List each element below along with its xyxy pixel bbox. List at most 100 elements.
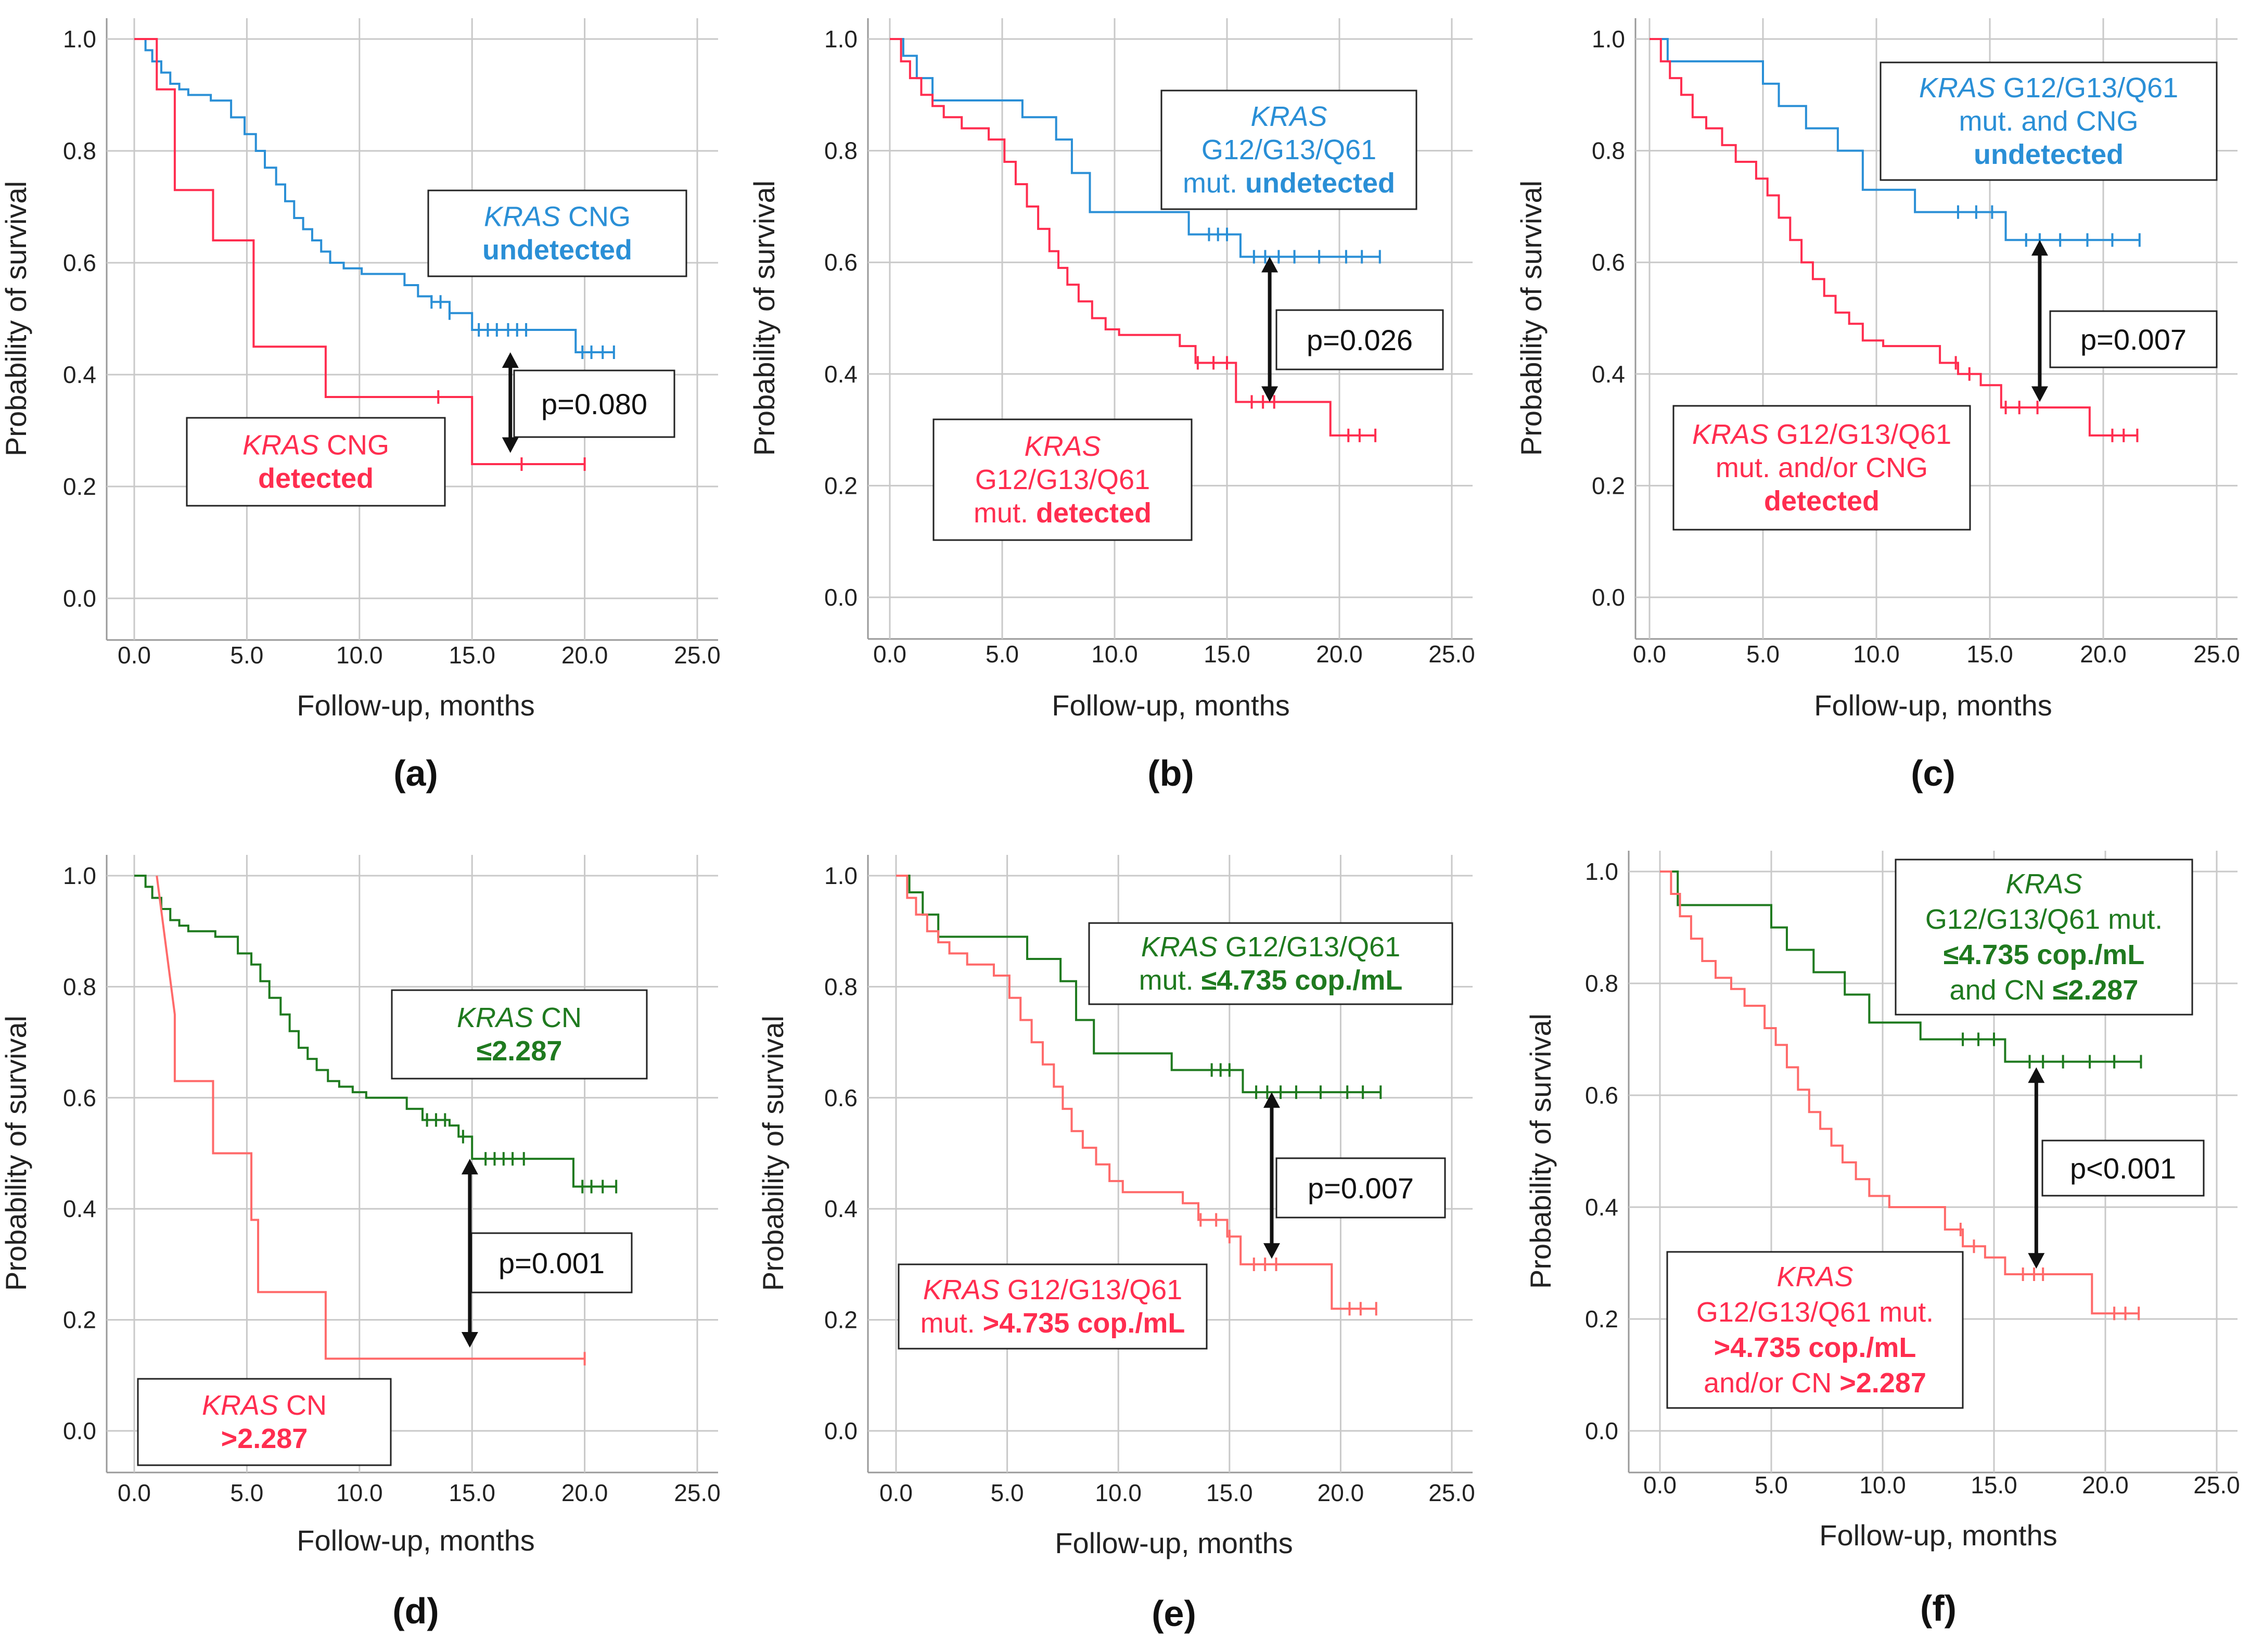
legend-text-line: mut. undetected — [1183, 168, 1395, 199]
legend-box — [427, 189, 687, 277]
y-tick-label: 0.4 — [63, 361, 96, 388]
p-value-box — [1275, 309, 1444, 370]
y-tick-label: 0.8 — [63, 137, 96, 164]
x-tick-label: 0.0 — [873, 641, 906, 668]
y-tick-label: 0.4 — [1585, 1194, 1618, 1221]
legend-text-run: ≤2.287 — [477, 1035, 562, 1067]
legend-text-line: KRAS — [1024, 431, 1101, 462]
panel-b: 0.0 5.0 10.0 15.0 20.0 25.0 0.0 0.2 0.4 0.6 0.8 1.0… — [748, 18, 1475, 793]
x-axis-title: Follow-up, months — [1052, 689, 1290, 722]
legend-text-run: mut. and/or CNG — [1716, 452, 1928, 483]
legend-text-run: >4.735 cop./mL — [1714, 1332, 1916, 1363]
legend-text-line: and CN ≤2.287 — [1950, 975, 2139, 1006]
legend-text-run: KRAS — [1250, 101, 1327, 132]
diff-arrow-head-down — [2028, 1253, 2045, 1269]
legend-box — [186, 417, 446, 507]
legend-text-run: KRAS — [1919, 72, 1996, 104]
km-curve-1 — [134, 38, 614, 353]
y-axis-title: Probability of survival — [0, 1016, 32, 1291]
diff-arrow-head-down — [2031, 386, 2048, 402]
p-value-text: p=0.026 — [1307, 324, 1413, 356]
y-tick-label: 0.2 — [1592, 472, 1625, 499]
p-value-text: p=0.080 — [541, 388, 647, 420]
legend-text-run: undetected — [1245, 168, 1395, 199]
diff-arrow-head-up — [461, 1159, 478, 1175]
legend-text-run: G12/G13/Q61 — [1769, 419, 1951, 450]
x-tick-label: 10.0 — [1859, 1471, 1906, 1499]
km-curve-2 — [1650, 38, 2138, 437]
x-tick-label: 10.0 — [336, 1479, 383, 1506]
legend-box — [1666, 1251, 1964, 1409]
km-curve-1 — [890, 38, 1380, 258]
y-tick-label: 0.6 — [63, 1084, 96, 1111]
legend-text-run: mut. — [1139, 965, 1201, 996]
diff-arrow-head-up — [2028, 1067, 2045, 1083]
y-tick-label: 1.0 — [824, 25, 858, 53]
diff-arrow-head-down — [461, 1331, 478, 1348]
p-value-text: p=0.001 — [498, 1247, 605, 1279]
panel-label: (e) — [1152, 1593, 1196, 1634]
y-axis-title: Probability of survival — [1524, 1014, 1557, 1289]
legend-text-line: >4.735 cop./mL — [1714, 1332, 1916, 1363]
x-tick-label: 15.0 — [1206, 1479, 1253, 1506]
legend-text-line: mut. and/or CNG — [1716, 452, 1928, 483]
x-tick-label: 10.0 — [1091, 641, 1138, 668]
legend-text-run: mut. — [1183, 168, 1245, 199]
legend-text-run: KRAS — [1692, 419, 1769, 450]
legend-box — [1880, 61, 2218, 181]
y-tick-label: 0.4 — [63, 1195, 96, 1222]
x-tick-label: 20.0 — [2082, 1471, 2129, 1499]
y-tick-label: 0.6 — [1592, 249, 1625, 276]
x-tick-label: 5.0 — [1755, 1471, 1788, 1499]
legend-text-line: KRAS CN — [202, 1390, 327, 1421]
p-value-text: p=0.007 — [1308, 1172, 1414, 1205]
x-tick-label: 10.0 — [1095, 1479, 1142, 1506]
legend-text-run: G12/G13/Q61 — [1996, 72, 2178, 104]
legend-text-line: mut. and CNG — [1959, 106, 2138, 137]
legend-text-run: G12/G13/Q61 mut. — [1925, 904, 2163, 935]
legend-text-run: >2.287 — [221, 1423, 308, 1454]
x-tick-label: 25.0 — [1428, 1479, 1475, 1506]
x-tick-label: 0.0 — [1633, 641, 1666, 668]
x-tick-label: 25.0 — [2193, 1471, 2240, 1499]
legend-box — [1160, 89, 1417, 210]
x-tick-label: 15.0 — [449, 1479, 495, 1506]
legend-text-line: mut. >4.735 cop./mL — [921, 1308, 1185, 1339]
y-tick-label: 0.2 — [824, 472, 858, 499]
x-tick-label: 0.0 — [118, 642, 151, 669]
x-tick-label: 25.0 — [674, 642, 721, 669]
legend-text-run: mut. — [974, 497, 1036, 529]
km-curve-2 — [896, 875, 1376, 1310]
y-tick-label: 0.4 — [824, 1195, 858, 1222]
legend-box — [1088, 922, 1453, 1005]
y-tick-label: 0.6 — [1585, 1082, 1618, 1109]
legend-text-line: KRAS — [2005, 868, 2082, 900]
y-tick-label: 0.2 — [63, 1307, 96, 1334]
x-tick-label: 10.0 — [336, 642, 383, 669]
legend-text-run: G12/G13/Q61 — [1000, 1274, 1182, 1305]
y-axis-title: Probability of survival — [0, 181, 32, 456]
legend-text-run: KRAS — [484, 201, 560, 233]
diff-arrow-head-down — [1261, 386, 1279, 402]
x-tick-label: 15.0 — [449, 642, 495, 669]
x-tick-label: 0.0 — [879, 1479, 913, 1506]
panel-a: 0.0 5.0 10.0 15.0 20.0 25.0 0.0 0.2 0.4 0.6 0.8 1.0… — [0, 18, 721, 793]
panel-c: 0.0 5.0 10.0 15.0 20.0 25.0 0.0 0.2 0.4 0.6 0.8 1.0… — [1515, 18, 2240, 793]
diff-arrow-head-up — [2031, 240, 2048, 256]
y-tick-label: 1.0 — [63, 862, 96, 889]
x-tick-label: 20.0 — [1318, 1479, 1364, 1506]
km-curve-2 — [134, 38, 585, 465]
legend-text-line: G12/G13/Q61 — [1201, 134, 1376, 165]
legend-text-line: ≤4.735 cop./mL — [1944, 939, 2145, 970]
legend-text-run: CNG — [560, 201, 631, 233]
legend-text-run: mut. — [921, 1308, 983, 1339]
y-tick-label: 0.0 — [824, 584, 858, 611]
x-tick-label: 15.0 — [1966, 641, 2013, 668]
legend-text-run: CN — [278, 1390, 327, 1421]
p-value-box — [2049, 310, 2218, 368]
y-tick-label: 0.0 — [63, 1417, 96, 1444]
x-tick-label: 5.0 — [230, 1479, 263, 1506]
x-tick-label: 20.0 — [561, 1479, 608, 1506]
p-value-box — [2041, 1139, 2205, 1197]
